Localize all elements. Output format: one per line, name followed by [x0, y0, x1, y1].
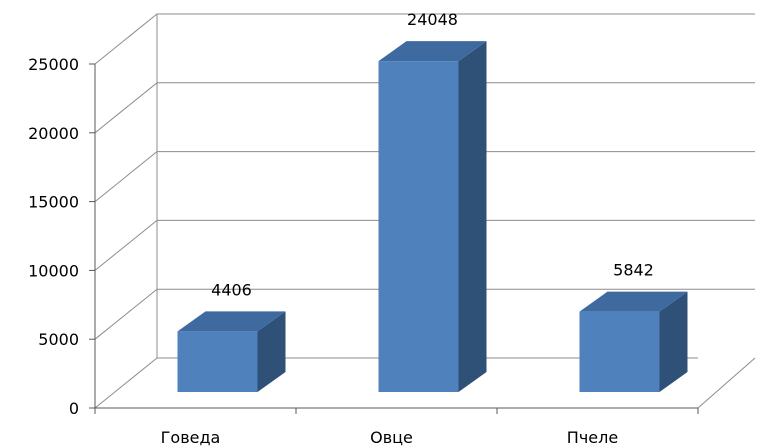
floor-edge: [697, 357, 756, 409]
y-tick-label: 25000: [28, 55, 79, 74]
axes: [94, 64, 698, 409]
y-tick-labels: 0 5000 10000 15000 20000 25000: [28, 55, 79, 418]
gridline: [94, 357, 698, 409]
y-tick-label: 5000: [38, 330, 79, 349]
data-label: 4406: [211, 280, 252, 299]
y-tick-label: 0: [69, 399, 79, 418]
bar-top: [579, 291, 688, 312]
bar-front: [177, 331, 258, 392]
category-label: Говеда: [161, 428, 221, 447]
data-label: 5842: [613, 261, 654, 280]
category-labels: Говеда Овце Пчеле: [161, 428, 619, 447]
bar: [378, 41, 487, 393]
bars: [177, 41, 688, 393]
y-tick-label: 20000: [28, 124, 79, 143]
data-labels: 4406 24048 5842: [211, 10, 654, 299]
y-tick-label: 15000: [28, 193, 79, 212]
bar-side: [659, 291, 688, 392]
gridlines: [89, 13, 756, 414]
bar-front: [579, 311, 660, 392]
bar-top: [177, 311, 286, 332]
gridline: [94, 288, 755, 340]
y-tick-label: 10000: [28, 261, 79, 280]
category-label: Пчеле: [567, 428, 618, 447]
gridline: [94, 82, 755, 134]
gridline: [94, 13, 755, 65]
gridline: [94, 219, 755, 271]
data-label: 24048: [407, 10, 458, 29]
bar: [579, 291, 688, 392]
gridline: [94, 151, 755, 202]
category-label: Овце: [370, 428, 413, 447]
bar-side: [458, 41, 487, 393]
bar-side: [257, 311, 286, 392]
bar: [177, 311, 286, 392]
bar-front: [378, 61, 459, 393]
bar-top: [378, 41, 487, 62]
